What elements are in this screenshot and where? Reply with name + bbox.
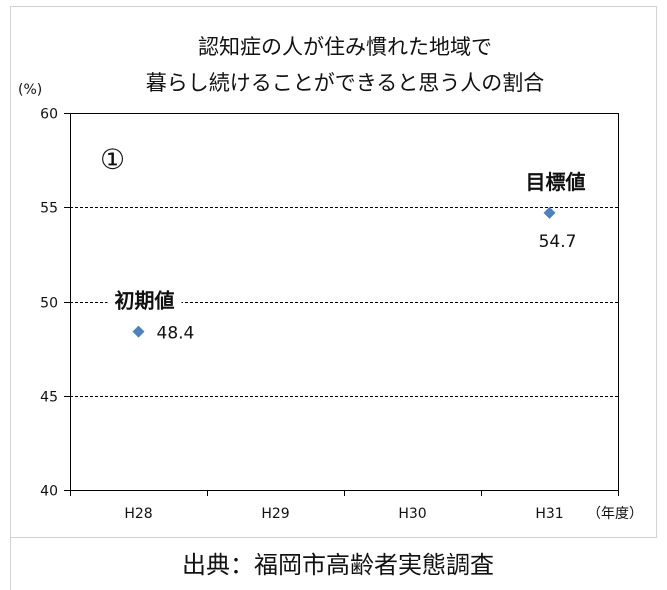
data-value-label: 54.7 <box>539 232 577 252</box>
chart-frame <box>10 6 657 538</box>
data-points: 48.4 初期値 54.7 目標値 <box>107 168 593 344</box>
chart-title-line-1: 認知症の人が住み慣れた地域で <box>198 35 492 59</box>
y-tick-label: 40 <box>40 484 58 500</box>
y-tick-label: 55 <box>40 201 58 217</box>
annotation-background <box>107 287 182 314</box>
source-caption: 出典：福岡市高齢者実態調査 <box>182 551 494 579</box>
y-tick-label: 50 <box>40 296 58 312</box>
axes: 40 45 50 55 60 H28 H29 H30 H31 <box>40 107 619 522</box>
x-category-label: H31 <box>535 506 563 522</box>
x-axis-unit-label: （年度） <box>587 506 643 522</box>
y-tick-label: 60 <box>40 107 58 123</box>
y-tick-label: 45 <box>40 390 58 406</box>
y-axis-unit-label: (%) <box>18 82 42 98</box>
panel-number-label: ① <box>100 143 125 176</box>
x-category-label: H29 <box>261 506 289 522</box>
point-annotation-label: 初期値 <box>115 289 175 313</box>
chart-title-line-2: 暮らし続けることができると思う人の割合 <box>146 71 545 95</box>
x-category-label: H28 <box>124 506 152 522</box>
point-annotation-label: 目標値 <box>526 170 586 194</box>
data-point-marker <box>132 325 145 338</box>
data-point-marker <box>543 206 556 219</box>
annotation-background <box>518 168 593 195</box>
data-value-label: 48.4 <box>157 324 195 344</box>
x-category-label: H30 <box>398 506 426 522</box>
